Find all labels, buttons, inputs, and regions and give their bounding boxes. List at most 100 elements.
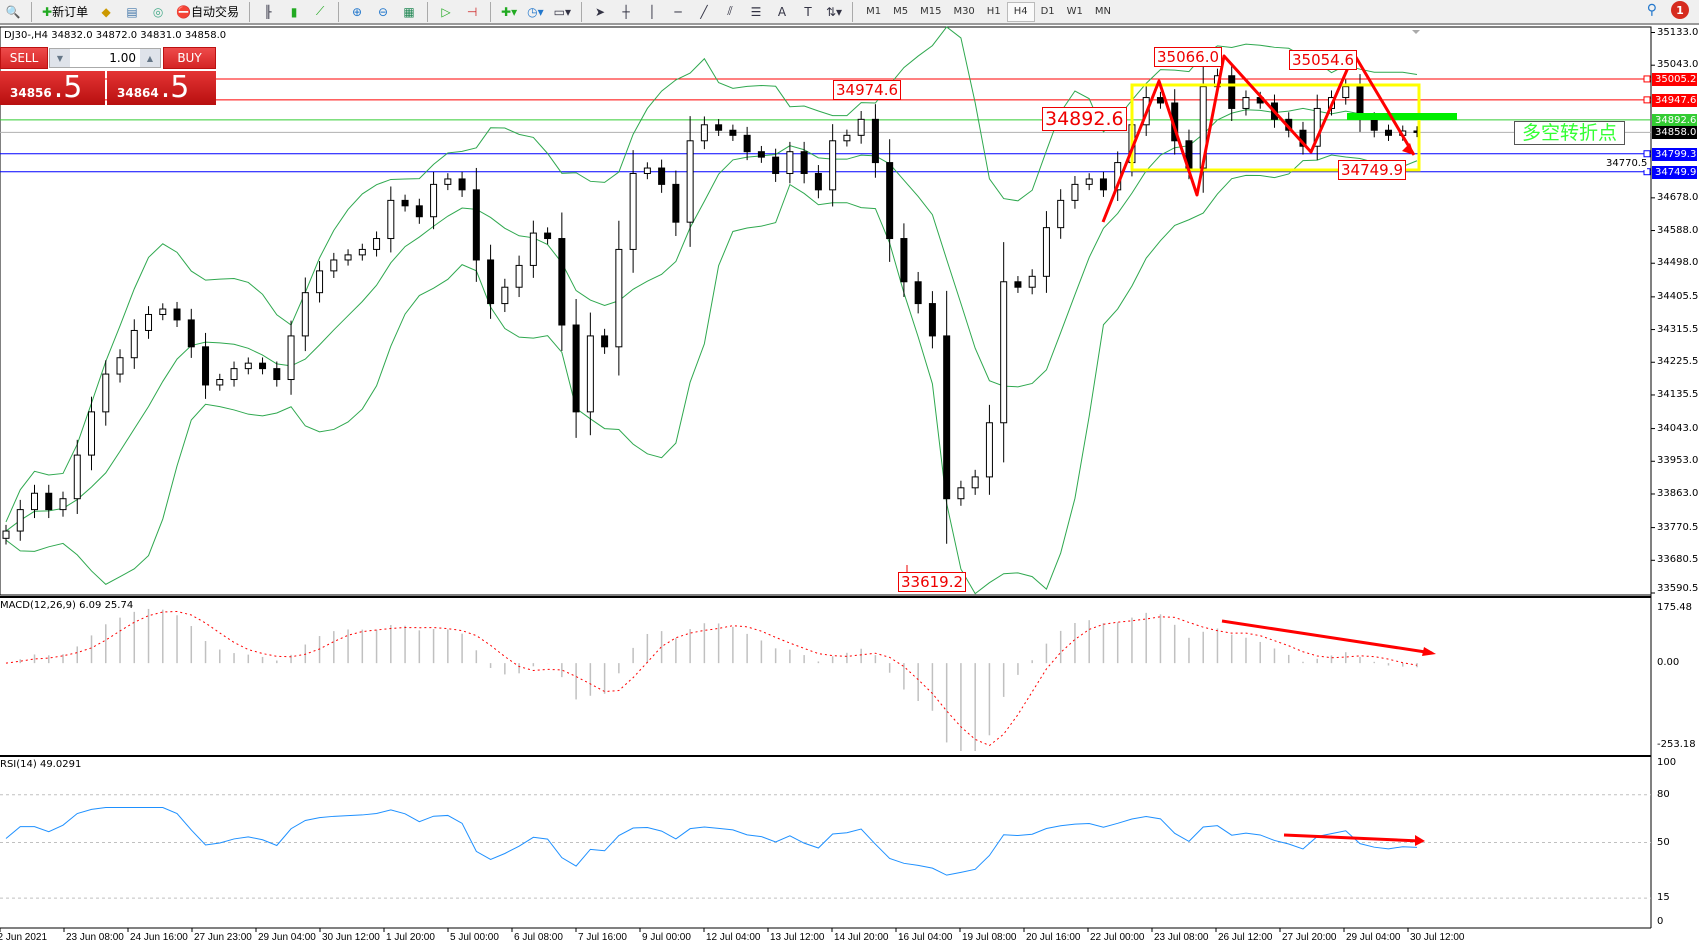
level-handle bbox=[1643, 75, 1651, 83]
candle-bull bbox=[130, 329, 138, 359]
timeframe-m15[interactable]: M15 bbox=[920, 6, 942, 17]
arrows-icon[interactable]: ⇅▾ bbox=[826, 4, 843, 19]
mid-label[interactable]: 34892.6 bbox=[1042, 107, 1127, 131]
sell-button[interactable]: SELL bbox=[0, 47, 48, 69]
bid-price[interactable]: 34856.5 bbox=[0, 71, 105, 105]
candle-bull bbox=[102, 373, 110, 413]
new-order-label: 新订单 bbox=[52, 5, 89, 19]
price-tick-label: 34498.0 bbox=[1657, 257, 1699, 269]
candle-bear bbox=[1370, 118, 1378, 131]
divider bbox=[249, 1, 251, 22]
cursor-icon[interactable]: ➤ bbox=[594, 4, 606, 19]
price-tick-label: 34405.5 bbox=[1657, 290, 1699, 302]
timeframe-m1[interactable]: M1 bbox=[866, 6, 882, 17]
candle-bear bbox=[900, 238, 908, 283]
rsi-line bbox=[5, 807, 1418, 876]
horizontal-line-icon[interactable]: ─ bbox=[674, 4, 682, 19]
divider bbox=[31, 1, 32, 22]
navigator-icon[interactable]: ▤ bbox=[126, 4, 138, 19]
right-tools: ⚲ 1 bbox=[1647, 1, 1689, 19]
candle-bull bbox=[116, 357, 124, 375]
candle-bull bbox=[344, 254, 352, 261]
ask-price[interactable]: 34864.5 bbox=[107, 71, 216, 105]
price-tick-label: 34043.0 bbox=[1657, 422, 1699, 434]
high-label-2[interactable]: 35054.6 bbox=[1289, 50, 1358, 70]
timeframe-h1[interactable]: H1 bbox=[986, 6, 1001, 17]
bar-chart-icon[interactable]: ╟ bbox=[264, 4, 272, 19]
zoom-in-icon[interactable]: ⊕ bbox=[352, 4, 363, 19]
timeframe-m5[interactable]: M5 bbox=[893, 6, 909, 17]
macd-title: MACD(12,26,9) 6.09 25.74 bbox=[0, 600, 134, 611]
lot-decrease-icon[interactable]: ▼ bbox=[50, 49, 70, 67]
signals-icon[interactable]: ◎ bbox=[152, 4, 164, 19]
rsi-title: RSI(14) 49.0291 bbox=[0, 759, 82, 770]
divider bbox=[581, 1, 582, 22]
buy-button[interactable]: BUY bbox=[163, 47, 216, 69]
candle-bull bbox=[31, 492, 39, 511]
rsi-tick-label: 50 bbox=[1657, 836, 1670, 848]
lot-size-value[interactable]: 1.00 bbox=[109, 51, 136, 65]
pivot-note-label[interactable]: 多空转折点 bbox=[1514, 121, 1625, 145]
lot-size-stepper[interactable]: ▼ 1.00 ▲ bbox=[49, 48, 161, 68]
zoom-out-icon[interactable]: ⊖ bbox=[378, 4, 389, 19]
equidistant-channel-icon[interactable]: ⫽ bbox=[727, 4, 733, 18]
timeframe-mn[interactable]: MN bbox=[1094, 6, 1111, 17]
rsi-divergence-arrow bbox=[1283, 833, 1421, 843]
range-box bbox=[1130, 83, 1421, 172]
timeframe-m30[interactable]: M30 bbox=[953, 6, 975, 17]
candle-bull bbox=[330, 259, 338, 272]
high-label-1[interactable]: 35066.0 bbox=[1154, 47, 1223, 67]
vertical-line-icon[interactable]: │ bbox=[648, 4, 656, 19]
chart-title: DJ30-,H4 34832.0 34872.0 34831.0 34858.0 bbox=[4, 30, 227, 41]
timeframe-w1[interactable]: W1 bbox=[1066, 6, 1083, 17]
market-watch-icon[interactable]: ◆ bbox=[101, 4, 111, 19]
auto-scroll-icon[interactable]: ▷ bbox=[441, 4, 451, 19]
candle-bull bbox=[1342, 86, 1350, 99]
price-tick-label: 33770.5 bbox=[1657, 521, 1699, 533]
notification-badge[interactable]: 1 bbox=[1671, 1, 1689, 19]
auto-trading-label: 自动交易 bbox=[191, 5, 240, 19]
text-icon[interactable]: A bbox=[777, 4, 787, 19]
time-label: 12 Jul 04:00 bbox=[706, 932, 761, 943]
zoom-tool-icon[interactable]: 🔍 bbox=[5, 4, 21, 19]
bid-price-main: 34856 bbox=[10, 86, 52, 100]
price-level-tag: 34947.6 bbox=[1652, 93, 1697, 107]
text-label-icon[interactable]: T bbox=[804, 4, 812, 19]
box-low-label[interactable]: 34749.9 bbox=[1338, 160, 1407, 180]
price-tick-label: 35133.0 bbox=[1657, 26, 1699, 38]
timeframe-d1[interactable]: D1 bbox=[1040, 6, 1055, 17]
low-label[interactable]: 33619.2 bbox=[898, 572, 967, 592]
candle-bear bbox=[871, 118, 879, 164]
auto-trading-button[interactable]: ⛔ 自动交易 bbox=[173, 1, 242, 23]
candle-bull bbox=[430, 183, 438, 218]
templates-icon[interactable]: ▭▾ bbox=[553, 4, 571, 19]
high-label-3[interactable]: 34974.6 bbox=[833, 80, 902, 100]
search-icon[interactable]: ⚲ bbox=[1646, 2, 1657, 18]
arrow-head-icon bbox=[1422, 647, 1436, 656]
fibonacci-icon[interactable]: ☰ bbox=[750, 4, 762, 19]
new-order-button[interactable]: ✚ 新订单 bbox=[39, 1, 91, 23]
candle-bull bbox=[529, 232, 537, 266]
candle-bull bbox=[957, 487, 965, 500]
time-label: 16 Jul 04:00 bbox=[898, 932, 953, 943]
chart-shift-icon[interactable]: ⊣ bbox=[466, 4, 478, 19]
time-label: 22 Jul 00:00 bbox=[1090, 932, 1145, 943]
periods-icon[interactable]: ◷▾ bbox=[527, 4, 544, 19]
time-label: 7 Jul 16:00 bbox=[578, 932, 627, 943]
indicators-icon[interactable]: ✚▾ bbox=[501, 4, 518, 19]
time-label: 14 Jul 20:00 bbox=[834, 932, 889, 943]
candle-bull bbox=[230, 368, 238, 381]
crosshair-icon[interactable]: ┼ bbox=[622, 4, 630, 19]
candle-bear bbox=[800, 151, 808, 174]
timeframe-h4[interactable]: H4 bbox=[1006, 1, 1035, 22]
candlestick-chart-icon[interactable]: ▮ bbox=[290, 4, 298, 19]
candle-bull bbox=[615, 248, 623, 348]
line-chart-icon[interactable]: ⟋ bbox=[315, 4, 325, 18]
trendline-icon[interactable]: ╱ bbox=[700, 4, 708, 19]
tile-windows-icon[interactable]: ▦ bbox=[403, 4, 415, 19]
ask-price-pips: .5 bbox=[160, 70, 190, 105]
lot-increase-icon[interactable]: ▲ bbox=[140, 49, 160, 67]
pivot-marker-bar bbox=[1347, 113, 1457, 120]
arrow-head-icon bbox=[1402, 143, 1414, 155]
